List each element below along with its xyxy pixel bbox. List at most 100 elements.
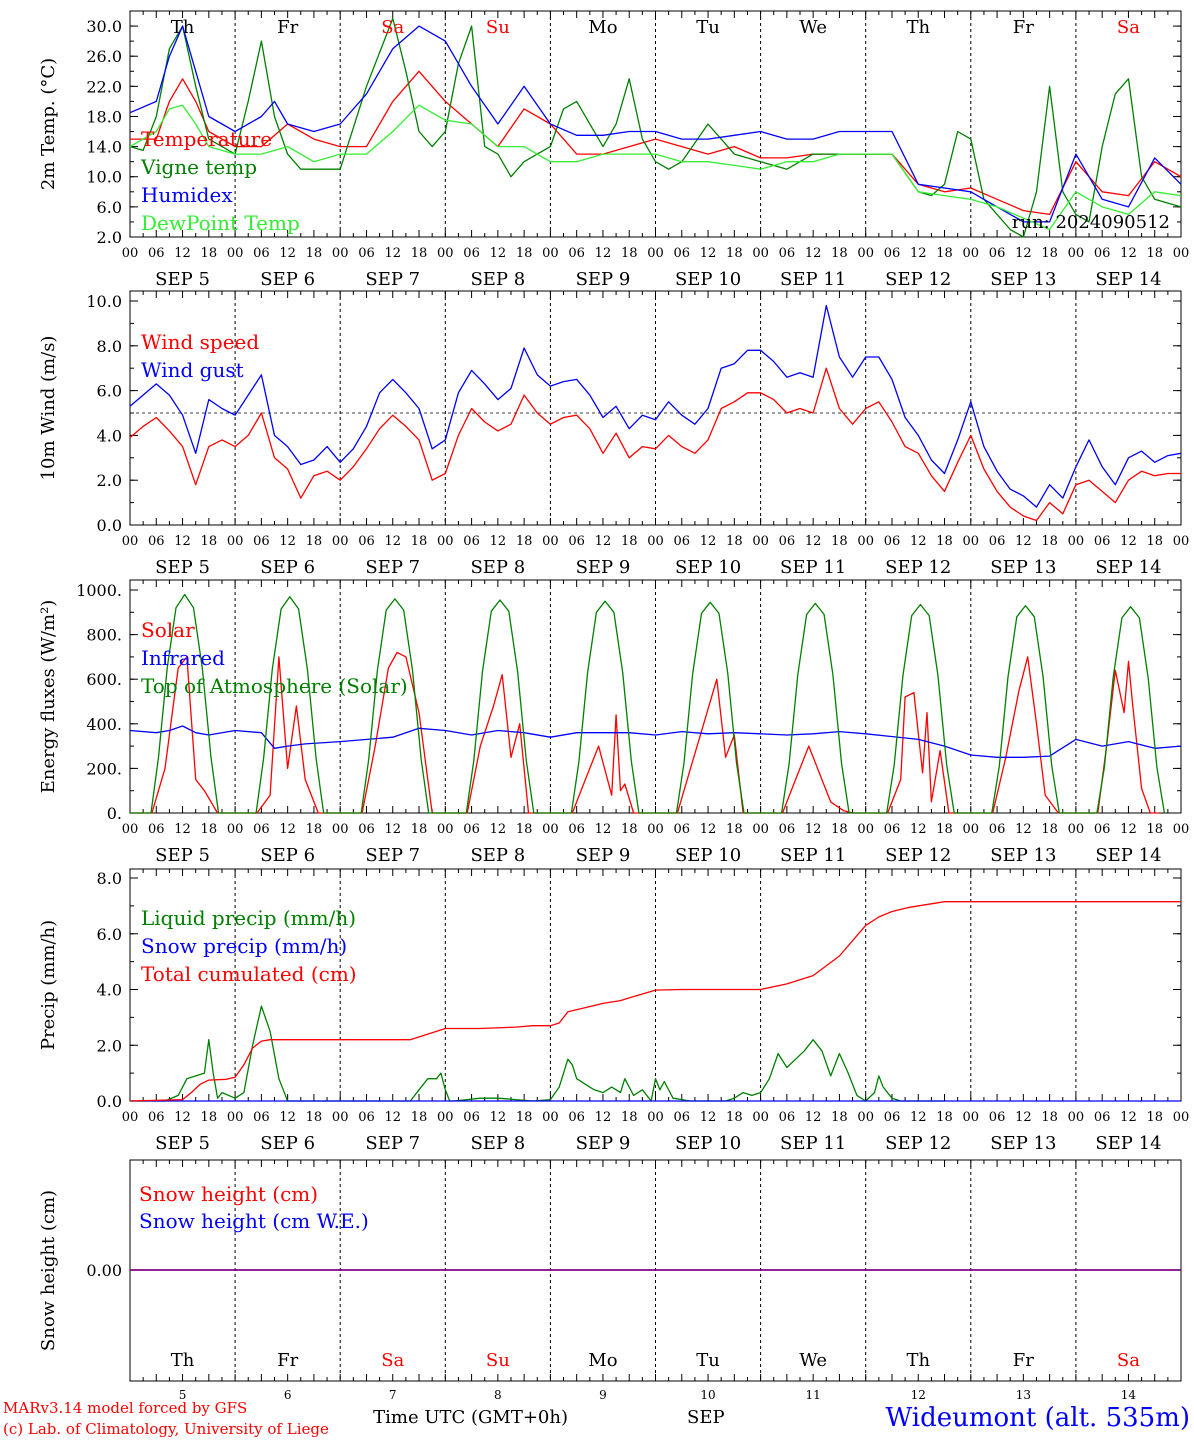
date-label: SEP 5 [155,1133,210,1154]
date-label: SEP 8 [470,1133,525,1154]
hour-label: 18 [1146,534,1163,549]
hour-label: 12 [700,534,717,549]
hour-label: 12 [1015,534,1032,549]
hour-label: 06 [674,246,691,261]
hour-label: 12 [1015,246,1032,261]
hour-label: 00 [437,534,454,549]
weekday-label: Tu [696,17,720,38]
hour-label: 00 [437,1110,454,1125]
weekday-label: Th [171,1350,195,1371]
date-label: SEP 10 [675,845,741,866]
hour-label: 12 [384,1110,401,1125]
weekday-label: We [799,17,827,38]
hour-label: 18 [1146,1110,1163,1125]
y-tick-label: 6.0 [97,198,122,217]
y-tick-label: 8.0 [97,869,122,888]
hour-label: 00 [963,1110,980,1125]
hour-label: 12 [279,1110,296,1125]
hour-label: 06 [568,246,585,261]
panel-snow: 0.00 Snow height (cm) Snow height (cm) Snow… [38,1159,1182,1402]
hour-label: 12 [1120,1110,1137,1125]
hour-label: 06 [779,246,796,261]
hour-label: 12 [1015,1110,1032,1125]
series-line-lightgreen [129,104,1182,231]
hour-label: 06 [568,822,585,837]
hour-label: 00 [227,534,244,549]
hour-label: 12 [174,246,191,261]
weekday-label: Fr [277,17,298,38]
hour-label: 00 [227,822,244,837]
y-tick-label: 6.0 [97,382,122,401]
hour-label: 12 [1120,534,1137,549]
hour-label: 18 [411,534,428,549]
hour-label: 06 [463,534,480,549]
hour-label: 06 [463,246,480,261]
hour-label: 12 [384,246,401,261]
date-label: SEP 7 [365,269,420,290]
hour-label: 00 [1173,534,1190,549]
y-tick-label: 400. [86,715,122,734]
hour-label: 18 [516,822,533,837]
hour-label: 00 [857,822,874,837]
hour-label: 00 [752,246,769,261]
date-label: SEP 14 [1095,269,1161,290]
series-line-red [130,651,1160,814]
hour-label: 00 [1068,822,1085,837]
hour-label: 18 [726,1110,743,1125]
series-line-blue [129,25,1182,223]
y-tick-label: 22.0 [86,77,122,96]
hour-label: 00 [857,534,874,549]
hour-label: 06 [989,822,1006,837]
date-label: SEP 11 [780,1133,846,1154]
y-tick-label: 8.0 [97,337,122,356]
hour-label: 06 [779,534,796,549]
hour-label: 18 [516,534,533,549]
y-tick-label: 2.0 [97,1036,122,1055]
legend-entry: Wind speed [141,330,259,354]
hour-label: 06 [1094,534,1111,549]
hour-label: 00 [963,534,980,549]
date-label: SEP 7 [365,845,420,866]
hour-label: 18 [936,1110,953,1125]
date-label: SEP 11 [780,845,846,866]
model-credit: MARv3.14 model forced by GFS [3,1399,247,1417]
hour-label: 06 [568,534,585,549]
hour-label: 18 [1041,246,1058,261]
hour-label: 00 [437,822,454,837]
y-tick-label: 800. [86,626,122,645]
y-tick-label: 4.0 [97,426,122,445]
weekday-label: Su [486,17,510,38]
hour-label: 06 [884,822,901,837]
day-number-label: 7 [389,1388,397,1402]
hour-label: 12 [700,1110,717,1125]
hour-label: 18 [726,534,743,549]
y-tick-label: 10.0 [86,168,122,187]
hour-label: 06 [148,1110,165,1125]
hour-label: 12 [910,822,927,837]
date-label: SEP 11 [780,269,846,290]
y-tick-label: 0.00 [86,1261,122,1280]
weekday-label: Sa [1117,1350,1140,1371]
legend-entry: Solar [141,618,195,642]
series-line-red [130,70,1182,216]
hour-label: 06 [674,534,691,549]
hour-label: 12 [174,534,191,549]
y-tick-label: 0.0 [97,1092,122,1111]
hour-label: 00 [227,246,244,261]
day-number-label: 10 [700,1388,715,1402]
hour-label: 12 [174,1110,191,1125]
hour-label: 12 [1015,822,1032,837]
hour-label: 00 [332,534,349,549]
date-label: SEP 13 [990,269,1056,290]
series-line-blue [129,725,1182,758]
hour-label: 18 [1146,822,1163,837]
date-label: SEP 9 [576,1133,631,1154]
hour-label: 06 [358,534,375,549]
hour-label: 06 [253,822,270,837]
day-number-label: 11 [806,1388,821,1402]
hour-label: 12 [279,534,296,549]
hour-label: 00 [332,1110,349,1125]
hour-label: 00 [647,246,664,261]
hour-label: 00 [647,534,664,549]
